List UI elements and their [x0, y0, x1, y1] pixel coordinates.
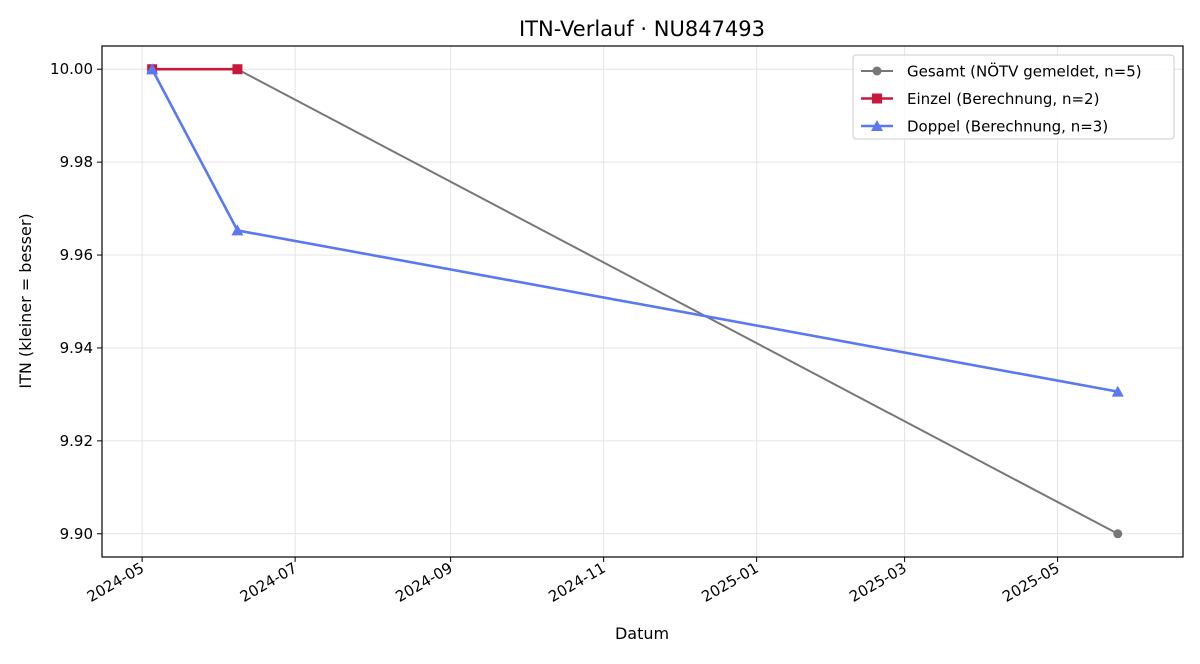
legend: Gesamt (NÖTV gemeldet, n=5) Einzel (Berec… [852, 54, 1175, 140]
x-tick-label: 2024-05 [84, 559, 147, 606]
x-tick-label: 2024-11 [545, 559, 608, 606]
y-tick-label: 9.98 [60, 153, 93, 171]
legend-entry: Doppel (Berechnung, n=3) [861, 118, 1108, 136]
legend-entry: Einzel (Berechnung, n=2) [861, 90, 1099, 108]
series-2 [147, 64, 243, 75]
legend-label: Gesamt (NÖTV gemeldet, n=5) [907, 62, 1142, 81]
chart-title: ITN-Verlauf · NU847493 [519, 17, 765, 41]
x-tick-label: 2025-03 [846, 559, 909, 606]
legend-marker [872, 66, 882, 76]
x-axis-label: Datum [615, 624, 669, 643]
series-3 [146, 63, 1124, 397]
data-point [146, 63, 159, 75]
x-axis: 2024-05 2024-07 2024-09 2024-11 2025-01 2025-… [84, 557, 1063, 606]
legend-label: Einzel (Berechnung, n=2) [907, 90, 1099, 108]
plot-frame [101, 45, 1184, 558]
y-tick-label: 10.00 [50, 60, 93, 78]
legend-box [852, 54, 1175, 140]
legend-label: Doppel (Berechnung, n=3) [907, 118, 1108, 136]
x-tick-label: 2025-05 [999, 559, 1062, 606]
x-tick-label: 2025-01 [698, 559, 761, 606]
y-axis: 9.90 9.92 9.94 9.96 9.98 10.00 [50, 60, 102, 543]
y-tick-label: 9.92 [60, 432, 93, 450]
data-point [232, 64, 243, 75]
y-tick-label: 9.96 [60, 246, 93, 264]
y-tick-label: 9.90 [60, 525, 93, 543]
legend-marker [871, 120, 883, 131]
y-tick-label: 9.94 [60, 339, 93, 357]
data-point [231, 224, 244, 236]
data-point [1111, 385, 1124, 397]
legend-marker [872, 93, 882, 104]
x-tick-label: 2024-07 [237, 559, 300, 606]
x-tick-label: 2024-09 [392, 559, 455, 606]
legend-entry: Gesamt (NÖTV gemeldet, n=5) [861, 62, 1142, 81]
data-point [1113, 529, 1123, 539]
series-layer [146, 63, 1124, 539]
y-axis-label: ITN (kleiner = besser) [16, 213, 35, 388]
